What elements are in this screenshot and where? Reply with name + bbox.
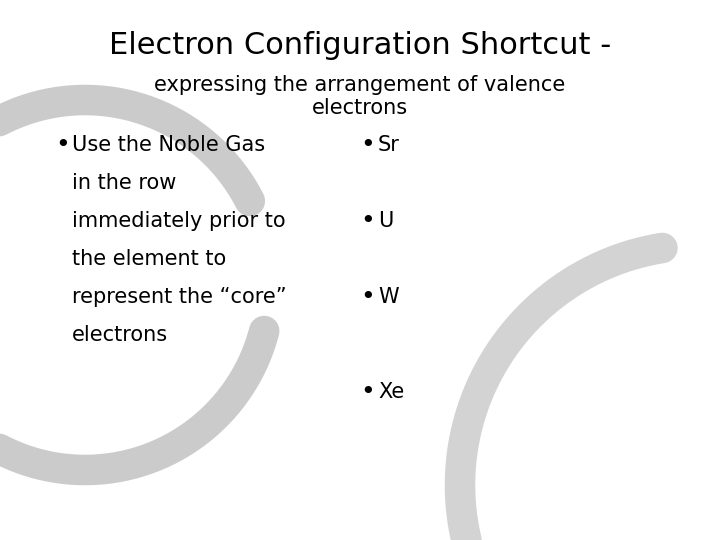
Text: expressing the arrangement of valence: expressing the arrangement of valence (154, 75, 566, 95)
Text: •: • (360, 380, 374, 404)
Text: electrons: electrons (312, 98, 408, 118)
Text: Use the Noble Gas: Use the Noble Gas (72, 135, 265, 155)
Text: the element to: the element to (72, 249, 226, 269)
Text: Sr: Sr (378, 135, 400, 155)
Text: immediately prior to: immediately prior to (72, 211, 286, 231)
Text: U: U (378, 211, 393, 231)
Text: represent the “core”: represent the “core” (72, 287, 287, 307)
Text: electrons: electrons (72, 325, 168, 345)
Text: in the row: in the row (72, 173, 176, 193)
Text: Electron Configuration Shortcut -: Electron Configuration Shortcut - (109, 30, 611, 59)
Text: •: • (360, 209, 374, 233)
Text: W: W (378, 287, 399, 307)
Text: Xe: Xe (378, 382, 404, 402)
Text: •: • (360, 133, 374, 157)
Text: •: • (55, 133, 70, 157)
Text: •: • (360, 285, 374, 309)
